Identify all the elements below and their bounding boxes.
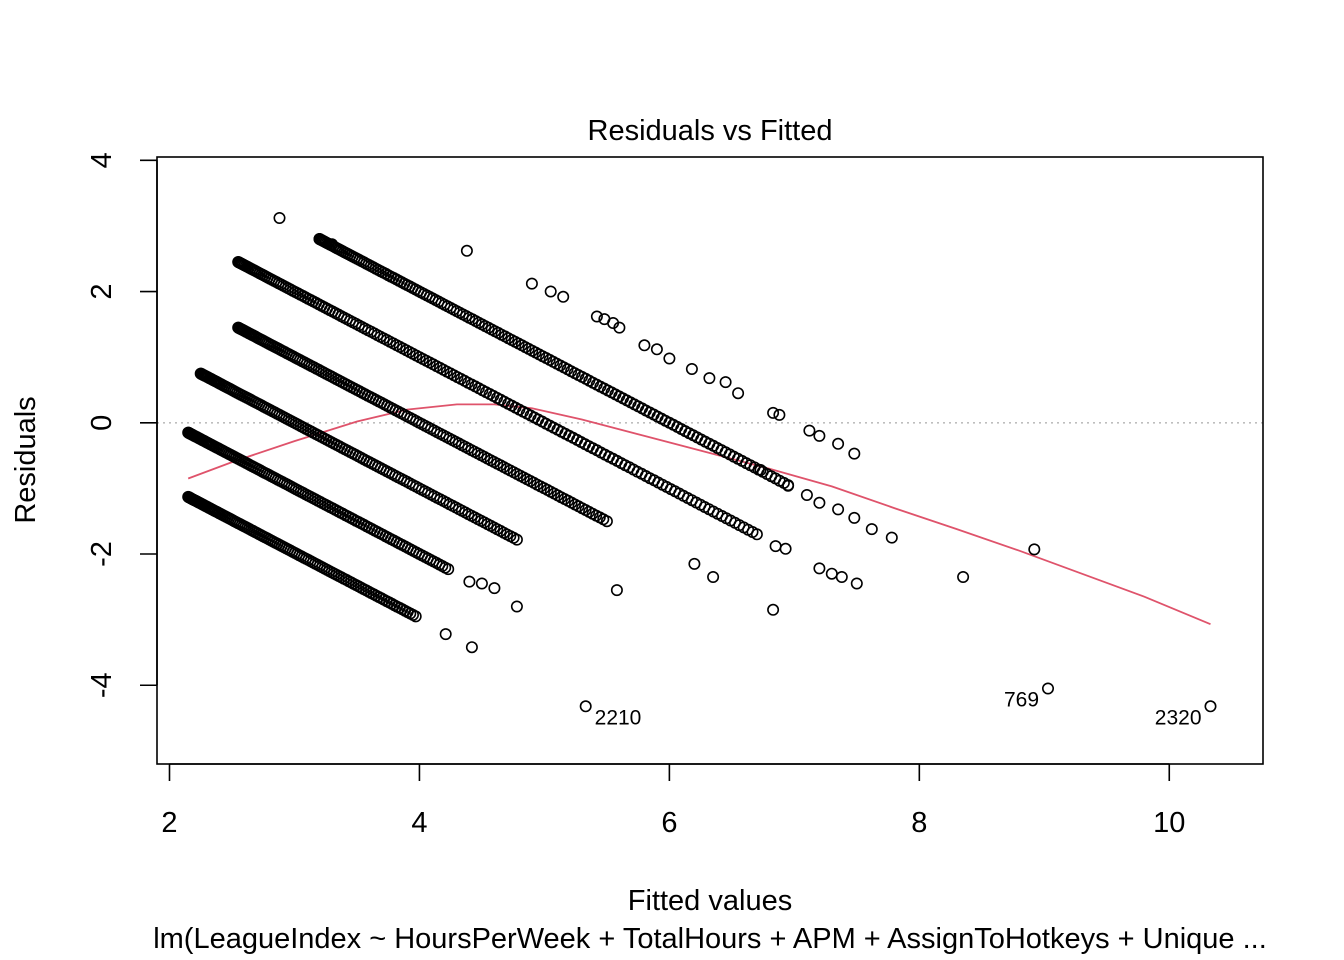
data-point — [1028, 543, 1041, 556]
data-point — [510, 533, 523, 546]
data-point — [409, 610, 422, 623]
data-point — [803, 424, 816, 437]
points-layer — [182, 212, 1217, 713]
data-point — [638, 339, 651, 352]
data-point — [754, 463, 767, 476]
data-point — [848, 447, 861, 460]
plot-frame — [156, 156, 1264, 765]
outlier-label: 2320 — [1155, 706, 1202, 729]
data-point — [848, 511, 861, 524]
data-point — [688, 557, 701, 570]
data-point — [1042, 682, 1055, 695]
y-axis-label: Residuals — [10, 396, 42, 523]
data-point — [475, 577, 488, 590]
data-point — [325, 238, 338, 251]
data-point — [442, 563, 455, 576]
data-point — [865, 523, 878, 536]
data-point — [557, 290, 570, 303]
data-point — [832, 503, 845, 516]
data-point — [1204, 700, 1217, 713]
data-point — [439, 628, 452, 641]
point-labels-layer: 2210 769 2320 — [595, 689, 1202, 730]
x-tick-label: 4 — [411, 807, 427, 839]
data-point — [800, 488, 813, 501]
data-point — [835, 570, 848, 583]
chart-title: Residuals vs Fitted — [588, 115, 833, 147]
x-axis: 2 4 6 8 10 — [161, 763, 1185, 839]
data-point — [719, 376, 732, 389]
data-point — [957, 570, 970, 583]
x-tick-label: 2 — [161, 807, 177, 839]
data-point — [610, 584, 623, 597]
data-point — [463, 575, 476, 588]
data-point — [832, 437, 845, 450]
y-tick-label: 2 — [86, 283, 118, 299]
data-point — [885, 531, 898, 544]
data-point — [488, 582, 501, 595]
data-point — [685, 362, 698, 375]
data-point — [600, 515, 613, 528]
outlier-label: 769 — [1004, 689, 1039, 712]
data-point — [663, 352, 676, 365]
data-point — [825, 567, 838, 580]
x-tick-label: 10 — [1153, 807, 1185, 839]
data-point — [525, 277, 538, 290]
smooth-line — [187, 403, 1211, 626]
data-point — [813, 562, 826, 575]
smooth-line-layer — [187, 403, 1211, 626]
data-point — [313, 233, 326, 246]
y-tick-label: 4 — [86, 152, 118, 168]
data-point — [510, 600, 523, 613]
data-point — [767, 406, 780, 419]
data-point — [769, 540, 782, 553]
data-point — [590, 310, 603, 323]
data-point — [813, 496, 826, 509]
data-point — [650, 343, 663, 356]
data-point — [779, 542, 792, 555]
x-axis-label: Fitted values — [628, 885, 792, 917]
data-point — [782, 479, 795, 492]
data-point — [773, 408, 786, 421]
model-formula-subtitle: lm(LeagueIndex ~ HoursPerWeek + TotalHou… — [153, 923, 1267, 955]
y-tick-label: -2 — [86, 541, 118, 567]
data-point — [465, 641, 478, 654]
data-point — [850, 577, 863, 590]
data-point — [579, 700, 592, 713]
data-point — [460, 244, 473, 257]
data-point — [750, 528, 763, 541]
data-point — [767, 603, 780, 616]
data-point — [273, 212, 286, 225]
data-point — [732, 387, 745, 400]
data-point — [813, 429, 826, 442]
data-point — [544, 285, 557, 298]
data-point — [703, 372, 716, 385]
x-tick-label: 8 — [911, 807, 927, 839]
outlier-label: 2210 — [595, 706, 642, 729]
y-tick-label: 0 — [86, 415, 118, 431]
data-point — [613, 321, 626, 334]
y-axis: -4 -2 0 2 4 — [86, 152, 158, 698]
x-tick-label: 6 — [661, 807, 677, 839]
data-point — [707, 570, 720, 583]
y-tick-label: -4 — [86, 672, 118, 698]
